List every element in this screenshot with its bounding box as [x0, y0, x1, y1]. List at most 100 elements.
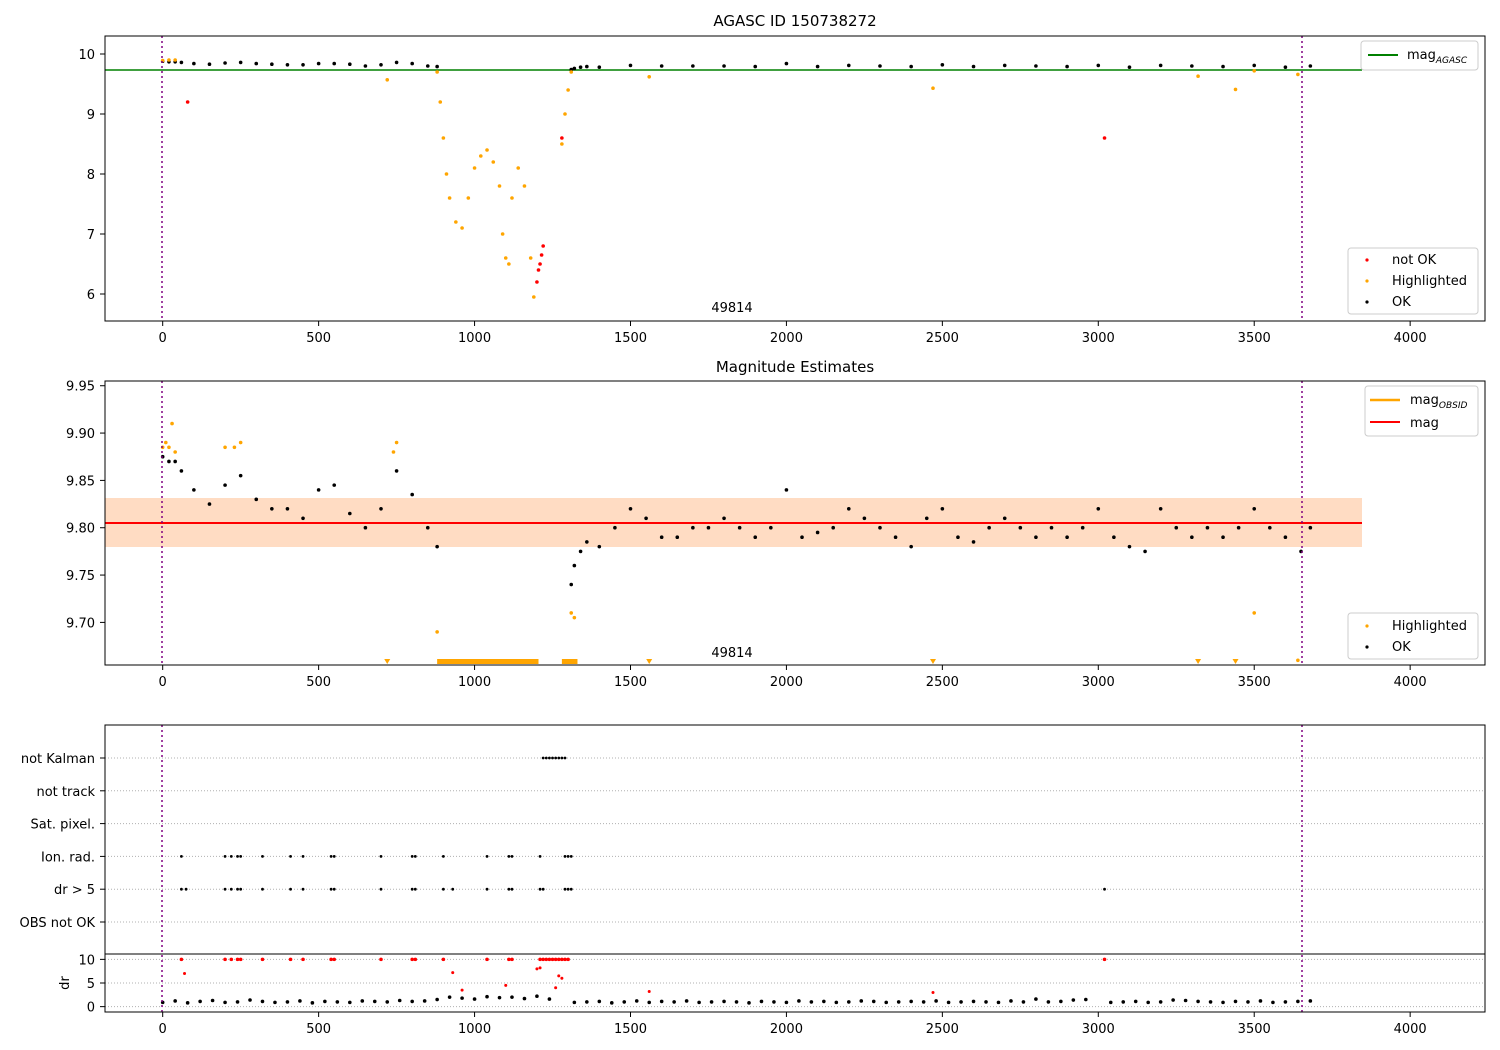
data-point [971, 64, 976, 69]
x-tick-label: 0 [159, 1022, 167, 1037]
dr-point [223, 1000, 227, 1005]
data-point [173, 58, 177, 62]
panel3-x-axis: 0 500 1000 1500 2000 2500 3000 3500 4000 [159, 1012, 1427, 1037]
data-point [569, 70, 574, 74]
data-point [569, 611, 574, 615]
dr-point [846, 1000, 851, 1004]
data-point [223, 483, 227, 487]
data-point [332, 483, 337, 487]
data-point [503, 256, 508, 260]
flag-marker [413, 887, 417, 891]
dr-point [1271, 1000, 1275, 1005]
dr-point [896, 1000, 901, 1004]
data-point [522, 184, 527, 188]
dr-point [185, 1001, 190, 1005]
x-tick-label: 2500 [926, 331, 959, 346]
data-point [613, 525, 617, 530]
dr-point [173, 999, 177, 1003]
legend-highlighted-label: Highlighted [1392, 274, 1467, 289]
data-point [410, 492, 414, 497]
data-point [1065, 535, 1069, 539]
dr-clipped-point [547, 957, 552, 962]
data-point [316, 488, 321, 492]
dr-point [248, 998, 252, 1002]
dr-clipped-point [510, 957, 514, 962]
flag-marker [554, 756, 558, 760]
dr-point [647, 1000, 652, 1005]
data-point [238, 473, 243, 478]
data-point [435, 544, 439, 549]
data-point [254, 61, 259, 66]
data-point [516, 166, 521, 170]
x-tick-label: 3000 [1082, 331, 1115, 346]
flag-marker [301, 887, 305, 891]
dr-point [1296, 999, 1300, 1004]
data-point [1112, 535, 1116, 539]
data-point [535, 280, 539, 284]
y-tick-label: 9.95 [66, 380, 95, 395]
data-point [167, 445, 171, 450]
below-range-marker [1232, 659, 1239, 664]
dr-clipped-point [544, 957, 549, 962]
flag-marker [289, 855, 292, 858]
data-point [971, 540, 976, 544]
flag-marker [301, 855, 305, 858]
data-point [597, 65, 602, 69]
data-point [1002, 63, 1007, 68]
data-point [784, 61, 789, 66]
data-point [560, 142, 564, 146]
dr-clipped-point [229, 957, 234, 962]
dr-clipped-point [560, 957, 564, 962]
legend-ok-marker [1365, 645, 1369, 649]
panel1-point-legend: not OK Highlighted OK [1347, 247, 1479, 315]
flag-marker [180, 855, 183, 858]
dr-point [859, 999, 864, 1003]
dr-point [1308, 999, 1313, 1003]
data-point [385, 78, 390, 82]
dr-red-point [460, 988, 464, 992]
data-point [454, 220, 458, 224]
dr-point [747, 1001, 751, 1005]
data-point [541, 244, 545, 248]
panel-agasc-magnitude: AGASC ID 150738272 49814 0 500 1000 1500 200… [78, 12, 1486, 346]
flag-marker [223, 887, 227, 891]
dr-clipped-point [288, 957, 293, 962]
data-point [394, 440, 399, 445]
dr-point [1171, 998, 1175, 1002]
data-point [1308, 64, 1313, 68]
panel2-point-legend: Highlighted OK [1347, 612, 1479, 660]
dr-points [105, 957, 1485, 1008]
dr-clipped-point [538, 957, 542, 962]
flag-marker [329, 887, 333, 891]
data-point [862, 516, 867, 521]
data-point [232, 445, 237, 450]
data-point [497, 184, 502, 188]
legend-ok-label: OK [1392, 295, 1411, 310]
data-point [1296, 658, 1300, 663]
data-point [1283, 65, 1288, 69]
flag-marker [180, 887, 183, 891]
dr-clipped-point [329, 957, 333, 962]
dr-point [422, 999, 427, 1003]
data-point [301, 516, 305, 521]
data-point [987, 525, 991, 530]
data-point [1283, 535, 1288, 539]
y-tick-label: 6 [87, 288, 95, 303]
flag-marker [236, 855, 239, 858]
data-point [1252, 69, 1257, 73]
data-point [647, 75, 652, 79]
dr-point [298, 999, 302, 1003]
dr-clipped-point [332, 957, 337, 962]
dr-clipped-point [441, 957, 446, 962]
flag-marker [507, 855, 511, 858]
dr-clipped-point [1102, 957, 1107, 962]
data-point [348, 62, 352, 66]
flag-marker [541, 756, 545, 760]
data-point [223, 61, 227, 65]
data-point [539, 253, 544, 257]
dr-clipped-point [223, 957, 227, 962]
data-point [1252, 63, 1257, 68]
data-point [1080, 525, 1085, 530]
data-point [924, 516, 929, 521]
